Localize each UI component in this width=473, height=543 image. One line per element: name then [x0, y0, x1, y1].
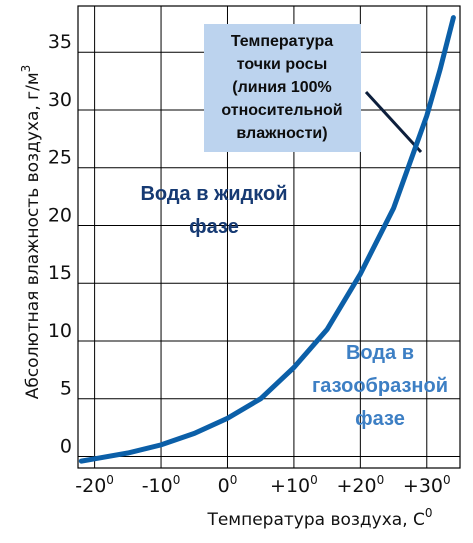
liquid-phase-label: Вода в жидкой фазе	[140, 183, 287, 238]
y-tick-label: 15	[48, 262, 72, 284]
x-tick-label: +100	[270, 473, 318, 497]
x-tick-labels: -200 -100 00 +100 +200 +300	[75, 473, 450, 497]
dew-point-curve	[78, 15, 456, 464]
y-tick-label: 30	[48, 89, 72, 111]
plot-frame	[77, 5, 461, 469]
gas-phase-line: газообразной	[312, 375, 448, 397]
liquid-phase-line: фазе	[189, 216, 239, 238]
x-tick-label: +200	[336, 473, 384, 497]
x-axis-title: Температура воздуха, С0	[206, 506, 432, 530]
note-box	[204, 24, 361, 152]
x-tick-label: +300	[403, 473, 451, 497]
note-line: (линия 100%	[232, 79, 332, 96]
y-tick-label: 5	[60, 378, 72, 400]
note-line: относительной	[221, 102, 342, 119]
gas-phase-line: фазе	[355, 408, 405, 430]
note-leader-line	[364, 90, 423, 154]
y-tick-label: 35	[48, 31, 72, 53]
note-line: точки росы	[237, 56, 327, 73]
note-line: Температура	[231, 33, 333, 50]
note-line: влажности)	[236, 125, 327, 142]
x-tick-label: -100	[142, 473, 181, 497]
y-tick-label: 25	[48, 147, 72, 169]
y-tick-labels: 0 5 10 15 20 25 30 35	[48, 31, 72, 457]
plot-frame-rect	[77, 5, 461, 469]
x-tick-label: -200	[75, 473, 114, 497]
dew-point-note: Температура точки росы (линия 100% относите…	[221, 33, 342, 142]
x-tick-label: 00	[218, 473, 238, 497]
y-tick-label: 10	[48, 320, 72, 342]
y-axis-title: Абсолютная влажность воздуха, г/м3	[19, 65, 43, 400]
gas-phase-line: Вода в	[346, 342, 414, 364]
y-tick-label: 0	[60, 435, 72, 457]
liquid-phase-line: Вода в жидкой	[140, 183, 287, 205]
y-tick-label: 20	[48, 204, 72, 226]
gas-phase-label: Вода в газообразной фазе	[312, 342, 448, 430]
